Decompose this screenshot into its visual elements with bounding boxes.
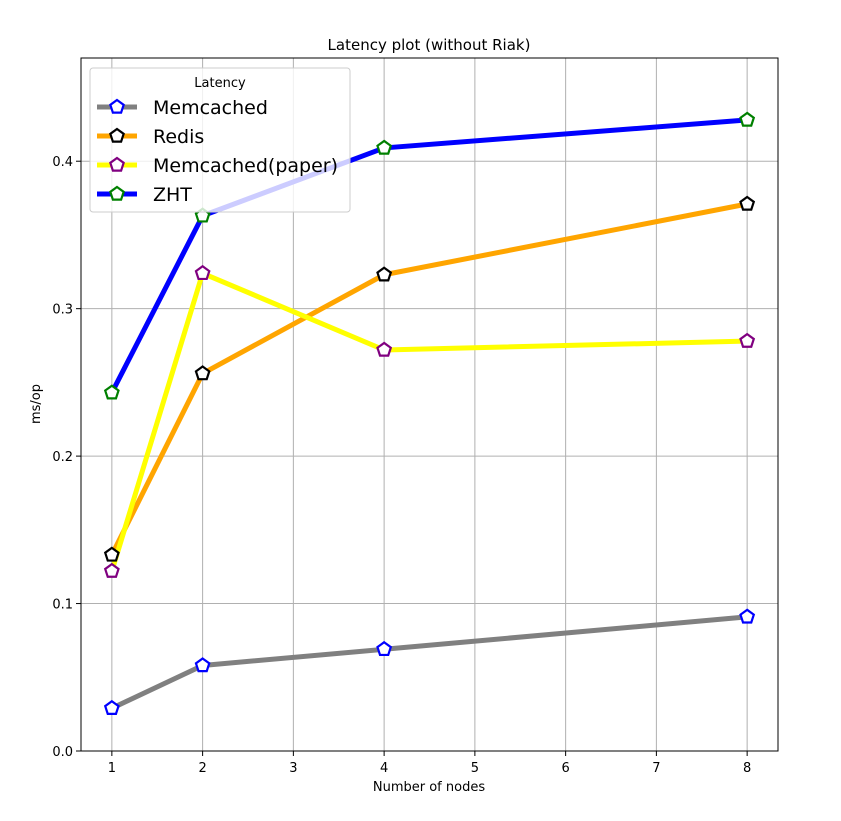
- x-tick-label: 6: [561, 761, 569, 776]
- data-point: [194, 657, 211, 673]
- x-tick-label: 8: [743, 761, 751, 776]
- legend-label: Memcached(paper): [153, 155, 338, 177]
- data-point: [739, 195, 756, 211]
- legend-label: ZHT: [153, 184, 192, 206]
- data-point: [739, 111, 756, 127]
- y-tick-label: 0.0: [52, 745, 73, 760]
- y-tick-label: 0.1: [52, 598, 73, 613]
- y-axis-label: ms/op: [29, 384, 44, 424]
- data-point: [103, 546, 120, 562]
- series-line: [108, 614, 750, 712]
- y-tick-label: 0.4: [52, 155, 73, 170]
- legend-box: [89, 67, 351, 213]
- series-line: [108, 270, 750, 575]
- data-point: [376, 139, 393, 155]
- plot-frame: [80, 57, 779, 752]
- x-tick-label: 5: [471, 761, 479, 776]
- data-point: [376, 341, 393, 357]
- x-tick-label: 3: [289, 761, 297, 776]
- legend: Latency Memcached Redis Memcached(paper) ZHT: [89, 67, 351, 213]
- y-tick-label: 0.2: [52, 450, 73, 465]
- data-point: [739, 332, 756, 348]
- chart-title: Latency plot (without Riak): [328, 36, 531, 54]
- data-point: [739, 608, 756, 624]
- axis-ticks: 1 2 3 4 5 6 7 8 0.0 0.1 0.2 0.3 0.4: [52, 155, 751, 776]
- data-point: [103, 699, 120, 716]
- data-point: [194, 365, 211, 381]
- x-tick-label: 2: [198, 761, 206, 776]
- x-tick-label: 7: [652, 761, 660, 776]
- x-tick-label: 4: [380, 761, 388, 776]
- legend-label: Memcached: [153, 97, 268, 119]
- data-point: [376, 266, 393, 282]
- y-tick-label: 0.3: [52, 303, 73, 318]
- series-markers: [103, 111, 756, 716]
- x-tick-label: 1: [108, 761, 116, 776]
- series-line: [108, 201, 751, 559]
- legend-swatch-marker: [109, 127, 125, 143]
- data-point: [376, 640, 393, 657]
- legend-swatch-marker: [109, 98, 125, 114]
- data-point: [103, 562, 120, 578]
- x-axis-label: Number of nodes: [373, 780, 485, 795]
- legend-label: Redis: [153, 126, 204, 148]
- data-point: [194, 264, 211, 281]
- data-point: [103, 384, 120, 400]
- legend-swatch-marker: [109, 185, 125, 201]
- legend-swatch-marker: [109, 156, 125, 172]
- legend-title: Latency: [194, 76, 246, 91]
